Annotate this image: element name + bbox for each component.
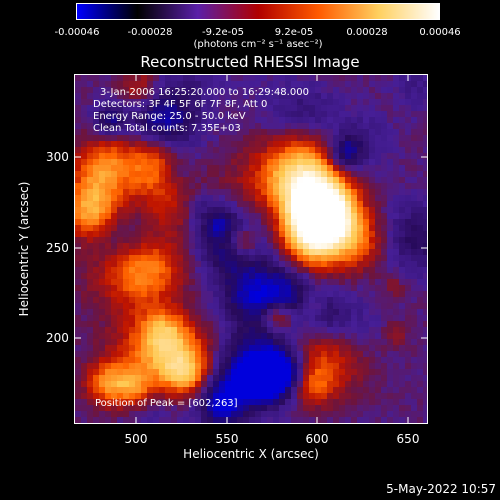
x-tick-label: 550	[215, 432, 239, 446]
detectors-label: Detectors: 3F 4F 5F 6F 7F 8F, Att 0	[93, 99, 268, 110]
peak-position-label: Position of Peak = [602,263]	[95, 398, 238, 409]
y-tick-label: 300	[46, 150, 69, 164]
colorbar-unit: (photons cm⁻² s⁻¹ asec⁻²)	[193, 39, 323, 50]
colorbar-tick: -0.00046	[54, 27, 100, 38]
date-stamp: 5-May-2022 10:57	[386, 482, 496, 496]
y-tick-label: 250	[46, 241, 69, 255]
colorbar-tick: 0.00046	[419, 27, 461, 38]
y-axis-label: Heliocentric Y (arcsec)	[17, 181, 31, 317]
colorbar-tick: -0.00028	[127, 27, 173, 38]
y-tick-label: 200	[46, 331, 69, 345]
colorbar-tick: -9.2e-05	[202, 27, 244, 38]
x-tick-label: 650	[396, 432, 420, 446]
colorbar	[76, 3, 440, 20]
image-title: Reconstructed RHESSI Image	[140, 53, 360, 71]
rhessi-image	[74, 74, 428, 424]
colorbar-tick: 0.00028	[346, 27, 388, 38]
x-tick-label: 500	[124, 432, 148, 446]
colorbar-tick: 9.2e-05	[274, 27, 314, 38]
clean-counts-label: Clean Total counts: 7.35E+03	[93, 123, 241, 134]
x-tick-label: 600	[305, 432, 329, 446]
energy-range-label: Energy Range: 25.0 - 50.0 keV	[93, 111, 246, 122]
x-axis-label: Heliocentric X (arcsec)	[183, 447, 319, 461]
time-range-label: 3-Jan-2006 16:25:20.000 to 16:29:48.000	[100, 87, 309, 98]
